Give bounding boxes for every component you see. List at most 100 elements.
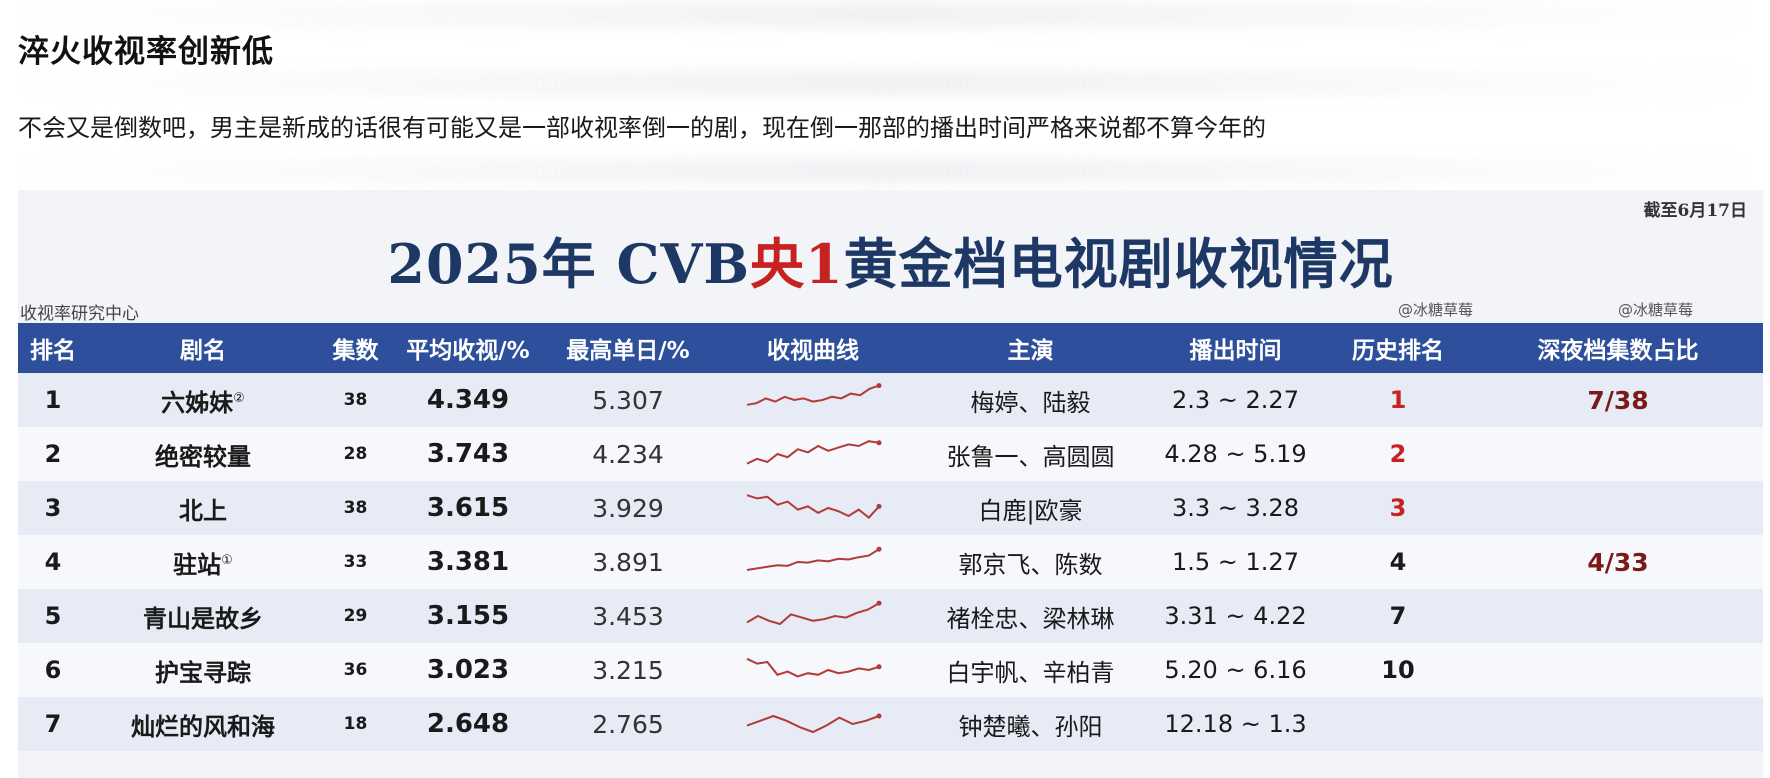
drama-name-cell: 护宝寻踪 [88,643,318,697]
air-time-cell: 12.18 ~ 1.3 [1148,697,1323,751]
drama-name-cell: 灿烂的风和海 [88,697,318,751]
table-row: 3 北上 38 3.615 3.929 白鹿|欧豪 3.3 ~ 3.28 3 [18,481,1763,535]
air-time-cell: 3.31 ~ 4.22 [1148,589,1323,643]
sparkline-path [746,548,880,571]
drama-name-cell: 六姊妹② [88,373,318,427]
title-prefix: 2025年 CVB [387,232,751,296]
drama-name-cell: 驻站① [88,535,318,589]
title-highlight: 央1 [750,232,844,296]
avg-rating-cell: 3.381 [393,535,543,589]
late-night-ratio-cell [1473,697,1763,751]
episodes-cell: 28 [318,427,393,481]
rank-cell: 3 [18,481,88,535]
blurred-background [20,2,1750,28]
max-rating-cell: 2.765 [543,697,713,751]
drama-name: 六姊妹 [161,388,234,417]
episodes-cell: 29 [318,589,393,643]
column-header: 收视曲线 [713,323,913,373]
rating-curve-cell [713,373,913,427]
sparkline-path [746,494,880,519]
history-rank-cell: 2 [1323,427,1473,481]
episodes-cell: 38 [318,481,393,535]
history-rank-cell: 4 [1323,535,1473,589]
ratings-image[interactable]: 截至6月17日 2025年 CVB央1黄金档电视剧收视情况 收视率研究中心 @冰… [18,190,1763,778]
cast-cell: 钟楚曦、孙阳 [913,697,1148,751]
sparkline-endpoint [876,440,882,446]
cast-cell: 梅婷、陆毅 [913,373,1148,427]
drama-name: 绝密较量 [155,442,251,471]
column-header: 历史排名 [1323,323,1473,373]
column-header: 主演 [913,323,1148,373]
rating-curve-sparkline [746,657,882,678]
rating-curve-cell [713,589,913,643]
table-row: 1 六姊妹② 38 4.349 5.307 梅婷、陆毅 2.3 ~ 2.27 1 7/38 [18,373,1763,427]
late-night-ratio-cell: 4/33 [1473,535,1763,589]
history-rank-cell [1323,697,1473,751]
avg-rating-cell: 4.349 [393,373,543,427]
rating-curve-cell [713,535,913,589]
rating-curve-cell [713,643,913,697]
max-rating-cell: 3.891 [543,535,713,589]
history-rank-cell: 3 [1323,481,1473,535]
avg-rating-cell: 2.648 [393,697,543,751]
episodes-cell: 36 [318,643,393,697]
title-suffix: 黄金档电视剧收视情况 [843,232,1394,296]
drama-name: 青山是故乡 [143,604,263,633]
cast-cell: 郭京飞、陈数 [913,535,1148,589]
episodes-cell: 38 [318,373,393,427]
watermark: @冰糖草莓 [1398,301,1474,319]
max-rating-cell: 3.215 [543,643,713,697]
column-header: 剧名 [88,323,318,373]
post-body: 不会又是倒数吧，男主是新成的话很有可能又是一部收视率倒一的剧，现在倒一那部的播出… [18,114,1266,142]
as-of-date: 截至6月17日 [1643,201,1748,221]
table-row: 2 绝密较量 28 3.743 4.234 张鲁一、高圆圆 4.28 ~ 5.19 2 [18,427,1763,481]
column-header: 排名 [18,323,88,373]
column-header: 平均收视/% [393,323,543,373]
sparkline-endpoint [876,546,882,552]
table-row: 5 青山是故乡 29 3.155 3.453 褚栓忠、梁林琳 3.31 ~ 4.22 7 [18,589,1763,643]
cast-cell: 张鲁一、高圆圆 [913,427,1148,481]
table-body: 1 六姊妹② 38 4.349 5.307 梅婷、陆毅 2.3 ~ 2.27 1 7/38 2 绝密… [18,373,1763,751]
rating-curve-cell [713,481,913,535]
drama-name: 北上 [179,496,227,525]
rank-cell: 2 [18,427,88,481]
history-rank-cell: 7 [1323,589,1473,643]
late-night-ratio-cell [1473,427,1763,481]
late-night-ratio-cell [1473,481,1763,535]
air-time-cell: 1.5 ~ 1.27 [1148,535,1323,589]
column-header: 最高单日/% [543,323,713,373]
column-header: 播出时间 [1148,323,1323,373]
sparkline-endpoint [876,713,882,719]
table-row: 6 护宝寻踪 36 3.023 3.215 白宇帆、辛柏青 5.20 ~ 6.16 10 [18,643,1763,697]
sparkline-endpoint [876,503,882,509]
episodes-cell: 18 [318,697,393,751]
rank-cell: 1 [18,373,88,427]
drama-name: 灿烂的风和海 [131,712,275,741]
history-rank-cell: 1 [1323,373,1473,427]
rank-cell: 4 [18,535,88,589]
sparkline-path [746,602,880,626]
blurred-background [20,70,1750,96]
rating-curve-sparkline [746,440,882,465]
cast-cell: 白鹿|欧豪 [913,481,1148,535]
sparkline-path [746,440,880,465]
late-night-ratio-cell [1473,643,1763,697]
watermark: @冰糖草莓 [1618,301,1694,319]
rating-curve-sparkline [746,600,882,626]
max-rating-cell: 3.453 [543,589,713,643]
drama-name-cell: 北上 [88,481,318,535]
drama-note-mark: ② [233,390,245,406]
drama-name: 驻站 [173,550,222,579]
avg-rating-cell: 3.615 [393,481,543,535]
sparkline-path [746,714,880,734]
drama-name-cell: 青山是故乡 [88,589,318,643]
column-header: 深夜档集数占比 [1473,323,1763,373]
air-time-cell: 4.28 ~ 5.19 [1148,427,1323,481]
rating-curve-sparkline [746,494,882,519]
drama-note-mark: ① [221,552,233,568]
sparkline-path [746,657,880,678]
max-rating-cell: 5.307 [543,373,713,427]
rank-cell: 5 [18,589,88,643]
column-header: 集数 [318,323,393,373]
rank-cell: 6 [18,643,88,697]
